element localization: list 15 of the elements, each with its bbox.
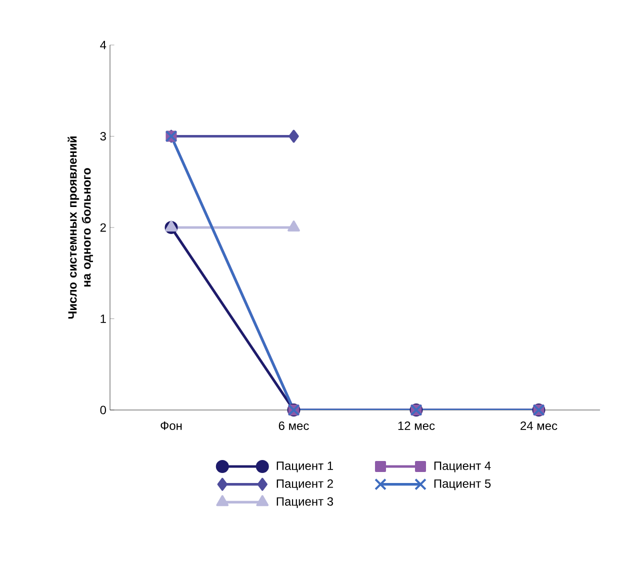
legend-label: Пациент 4 — [434, 462, 491, 472]
x-tick-label: 24 мес — [520, 422, 558, 430]
y-tick-label: 3 — [100, 132, 106, 141]
x-tick-label: Фон — [160, 422, 182, 430]
legend-label: Пациент 1 — [276, 462, 333, 472]
y-tick-label: 2 — [100, 223, 106, 232]
x-tick-label: 6 мес — [278, 422, 309, 430]
legend-label: Пациент 5 — [434, 479, 491, 490]
x-tick-label: 12 мес — [398, 422, 435, 430]
y-tick-label: 0 — [100, 406, 106, 414]
legend-label: Пациент 2 — [276, 479, 333, 490]
legend-label: Пациент 3 — [276, 497, 334, 508]
y-tick-label: 4 — [100, 40, 106, 50]
y-axis-title: Число системных проявлений на одного больного — [68, 136, 93, 319]
y-tick-label: 1 — [100, 314, 106, 323]
